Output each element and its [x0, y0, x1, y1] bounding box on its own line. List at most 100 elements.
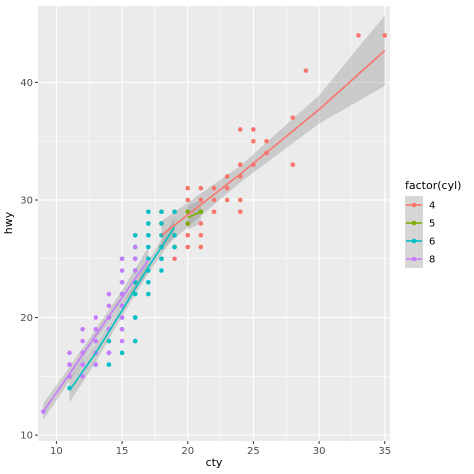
data-point-6 — [159, 268, 164, 273]
data-point-6 — [132, 315, 138, 320]
data-point-6 — [146, 291, 151, 297]
data-point-4 — [251, 127, 256, 132]
data-points — [40, 33, 388, 414]
fit-line-8 — [42, 259, 149, 413]
data-point-4 — [172, 256, 177, 262]
x-axis-ticks: 10 15 20 25 30 35 — [50, 441, 391, 457]
data-point-6 — [106, 338, 112, 344]
data-point-4 — [290, 115, 296, 120]
fit-line-6 — [68, 226, 176, 391]
data-point-8 — [80, 338, 85, 344]
data-point-4 — [303, 68, 309, 73]
data-point-6 — [172, 232, 177, 238]
data-point-4 — [224, 174, 230, 179]
fit-line-5 — [187, 211, 202, 219]
data-point-4 — [251, 138, 256, 144]
x-tick-label: 10 — [50, 446, 63, 457]
data-point-4 — [237, 197, 243, 203]
legend-key-point-6 — [411, 238, 417, 244]
data-point-6 — [159, 256, 164, 262]
data-point-8 — [119, 268, 125, 273]
data-point-8 — [93, 362, 99, 367]
data-point-4 — [211, 185, 217, 191]
data-point-8 — [93, 338, 99, 344]
x-tick-label: 25 — [247, 446, 260, 457]
y-tick-label: 20 — [20, 313, 33, 324]
legend: factor(cyl) 4 5 6 8 — [405, 179, 461, 268]
data-point-4 — [211, 209, 217, 215]
data-point-8 — [119, 279, 125, 285]
data-point-6 — [132, 291, 138, 297]
data-point-6 — [146, 279, 151, 285]
data-point-5 — [185, 221, 191, 226]
legend-label-5: 5 — [429, 219, 435, 230]
data-point-6 — [159, 209, 164, 215]
data-point-8 — [106, 291, 112, 297]
data-point-4 — [290, 162, 296, 168]
data-point-4 — [185, 185, 191, 191]
fit-lines — [42, 50, 386, 413]
data-point-8 — [106, 350, 112, 356]
data-point-4 — [237, 162, 243, 168]
data-point-4 — [185, 197, 191, 203]
x-tick-label: 35 — [378, 446, 391, 457]
data-point-4 — [237, 127, 243, 132]
data-point-8 — [119, 256, 125, 262]
data-point-4 — [198, 232, 204, 238]
data-point-4 — [224, 185, 230, 191]
data-point-8 — [93, 315, 99, 320]
data-point-8 — [67, 362, 72, 367]
data-point-4 — [211, 197, 217, 203]
data-point-4 — [198, 244, 204, 250]
data-point-6 — [172, 209, 177, 215]
legend-key-point-8 — [411, 256, 417, 262]
data-point-4 — [185, 232, 191, 238]
legend-label-8: 8 — [429, 255, 435, 266]
legend-label-6: 6 — [429, 237, 435, 248]
y-tick-label: 30 — [20, 195, 33, 206]
data-point-6 — [146, 232, 151, 238]
x-axis-title: cty — [206, 456, 223, 469]
panel-background — [38, 6, 390, 441]
data-point-6 — [119, 350, 125, 356]
data-point-8 — [80, 362, 85, 367]
data-point-8 — [119, 327, 125, 332]
legend-key-point-5 — [411, 220, 417, 226]
data-point-8 — [119, 338, 125, 344]
data-point-8 — [132, 256, 138, 262]
data-point-8 — [93, 327, 99, 332]
data-point-8 — [132, 268, 138, 273]
legend-key-point-4 — [411, 202, 417, 208]
data-point-6 — [132, 232, 138, 238]
data-point-5 — [185, 209, 191, 215]
fit-line-4 — [160, 50, 386, 236]
data-point-8 — [80, 374, 85, 379]
y-axis-title: hwy — [2, 211, 15, 234]
legend-title: factor(cyl) — [405, 179, 461, 192]
data-point-4 — [264, 138, 269, 144]
y-tick-label: 40 — [20, 78, 33, 89]
data-point-6 — [146, 244, 151, 250]
x-tick-label: 30 — [313, 446, 326, 457]
data-point-4 — [356, 33, 361, 38]
legend-label-4: 4 — [429, 201, 435, 212]
data-point-4 — [185, 244, 191, 250]
data-point-8 — [119, 315, 125, 320]
data-point-4 — [198, 197, 204, 203]
data-point-6 — [172, 244, 177, 250]
data-point-6 — [106, 362, 112, 367]
data-point-4 — [198, 221, 204, 226]
y-axis-ticks: 10 20 30 40 — [20, 78, 38, 442]
data-point-8 — [132, 244, 138, 250]
data-point-8 — [106, 303, 112, 309]
data-point-6 — [146, 256, 151, 262]
data-point-6 — [132, 338, 138, 344]
data-point-8 — [119, 303, 125, 309]
confidence-band-4 — [161, 15, 385, 250]
data-point-4 — [198, 185, 204, 191]
data-point-6 — [159, 221, 164, 226]
data-point-6 — [146, 209, 151, 215]
y-tick-label: 10 — [20, 431, 33, 442]
data-point-8 — [80, 327, 85, 332]
